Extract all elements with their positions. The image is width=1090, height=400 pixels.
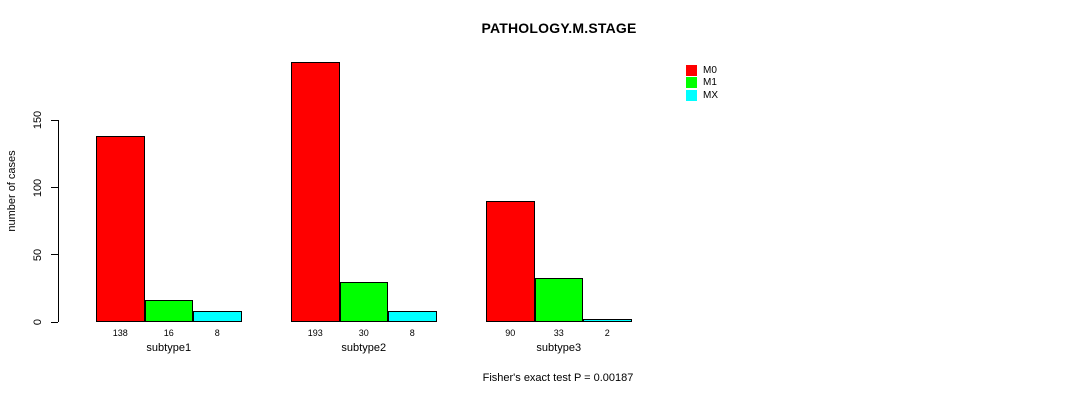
y-axis-tick-label: 50 <box>32 248 44 261</box>
bar-m0-subtype3 <box>486 200 535 322</box>
bar-value-label: 33 <box>553 328 564 338</box>
y-axis-tick <box>51 119 58 121</box>
bar-value-label: 16 <box>163 328 174 338</box>
category-label-subtype2: subtype2 <box>341 342 387 354</box>
bar-m1-subtype3 <box>534 277 583 322</box>
legend-label: M0 <box>703 64 717 76</box>
bar-value-label: 2 <box>604 328 610 338</box>
bar-value-label: 8 <box>409 328 415 338</box>
bar-value-label: 193 <box>307 328 323 338</box>
category-label-subtype1: subtype1 <box>146 342 192 354</box>
bar-mx-subtype3 <box>583 319 632 322</box>
bar-value-label: 90 <box>505 328 516 338</box>
legend: M0 M1 MX <box>686 64 718 102</box>
legend-item-mx: MX <box>686 89 718 102</box>
bar-value-label: 30 <box>358 328 369 338</box>
legend-item-m0: M0 <box>686 64 718 77</box>
legend-swatch-m0 <box>686 64 697 76</box>
y-axis-tick <box>51 187 58 188</box>
bar-value-label: 8 <box>214 328 220 338</box>
bar-m1-subtype2 <box>339 281 388 322</box>
y-axis-tick <box>51 254 58 256</box>
legend-swatch-m1 <box>686 77 697 89</box>
bar-mx-subtype2 <box>388 311 437 322</box>
legend-label: MX <box>703 89 718 101</box>
y-axis-tick-label: 100 <box>32 178 44 197</box>
category-label-subtype3: subtype3 <box>536 342 582 354</box>
bar-m1-subtype1 <box>144 300 193 322</box>
legend-item-m1: M1 <box>686 77 718 90</box>
chart-title: PATHOLOGY.M.STAGE <box>481 20 637 36</box>
legend-swatch-mx <box>686 89 697 101</box>
legend-label: M1 <box>703 77 717 89</box>
bar-m0-subtype1 <box>96 136 145 322</box>
bar-mx-subtype1 <box>193 311 242 322</box>
y-axis-tick-label: 0 <box>32 318 44 326</box>
y-axis-tick-label: 150 <box>32 111 44 130</box>
bar-value-label: 138 <box>112 328 128 338</box>
y-axis-label: number of cases <box>6 150 18 232</box>
fisher-test-annotation: Fisher's exact test P = 0.00187 <box>482 372 634 384</box>
y-axis-tick <box>51 321 58 323</box>
bar-m0-subtype2 <box>291 62 340 322</box>
y-axis-line <box>58 120 59 322</box>
